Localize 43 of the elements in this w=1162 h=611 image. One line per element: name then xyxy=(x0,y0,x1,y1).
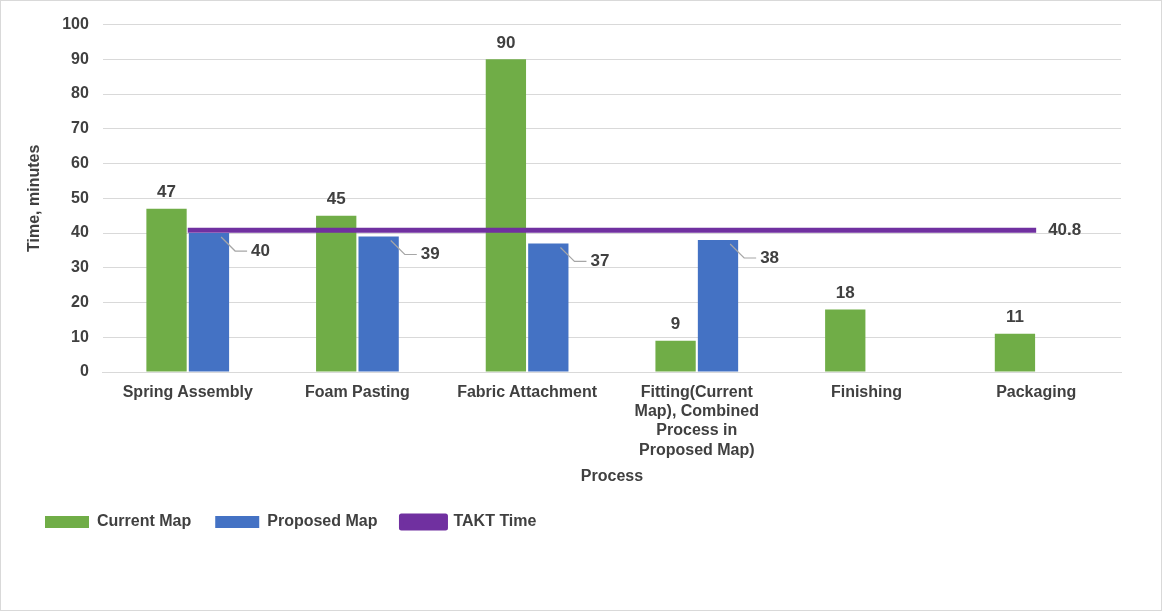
y-tick-label: 50 xyxy=(71,188,89,206)
bar xyxy=(528,243,569,372)
data-label: 38 xyxy=(760,247,780,267)
legend-label: TAKT Time xyxy=(453,512,537,530)
x-tick-label: Fitting(Current Map), Combined Process in Proposed Map) xyxy=(634,383,760,458)
data-label: 18 xyxy=(835,283,855,303)
x-tick-label: Finishing xyxy=(830,383,903,401)
data-label: 37 xyxy=(590,251,610,271)
data-label: 40 xyxy=(251,240,271,260)
bar xyxy=(994,333,1036,372)
x-tick-label: Spring Assembly xyxy=(122,383,253,401)
y-tick-label: 100 xyxy=(62,15,89,33)
bar xyxy=(316,215,357,372)
x-tick-label: Packaging xyxy=(996,383,1077,401)
bar xyxy=(146,208,187,372)
x-axis-title: Process xyxy=(580,466,644,484)
y-tick-label: 20 xyxy=(71,292,89,310)
y-tick-label: 80 xyxy=(71,84,89,102)
bar xyxy=(825,309,866,372)
data-label: 47 xyxy=(157,182,176,202)
y-tick-label: 40 xyxy=(71,223,89,241)
x-tick-label: Foam Pasting xyxy=(304,383,410,401)
data-label: 90 xyxy=(496,33,516,53)
bar xyxy=(485,59,527,372)
x-tick-label: Fabric Attachment xyxy=(457,383,598,401)
y-tick-label: 90 xyxy=(71,49,89,67)
data-label: 40.8 xyxy=(1048,219,1082,239)
data-label: 9 xyxy=(670,314,681,334)
bar xyxy=(655,340,696,372)
data-label: 11 xyxy=(1005,307,1024,327)
data-label: 39 xyxy=(420,244,440,264)
bar xyxy=(697,239,739,372)
bar xyxy=(358,236,399,372)
legend-label: Proposed Map xyxy=(267,512,378,530)
y-tick-label: 60 xyxy=(71,153,89,171)
y-tick-label: 70 xyxy=(71,119,89,137)
y-axis-title: Time, minutes xyxy=(25,144,43,252)
bar xyxy=(188,233,230,372)
y-tick-label: 0 xyxy=(79,362,89,380)
legend-label: Current Map xyxy=(97,512,192,530)
y-tick-label: 30 xyxy=(71,258,89,276)
data-label: 45 xyxy=(326,189,346,209)
y-tick-label: 10 xyxy=(71,327,89,345)
